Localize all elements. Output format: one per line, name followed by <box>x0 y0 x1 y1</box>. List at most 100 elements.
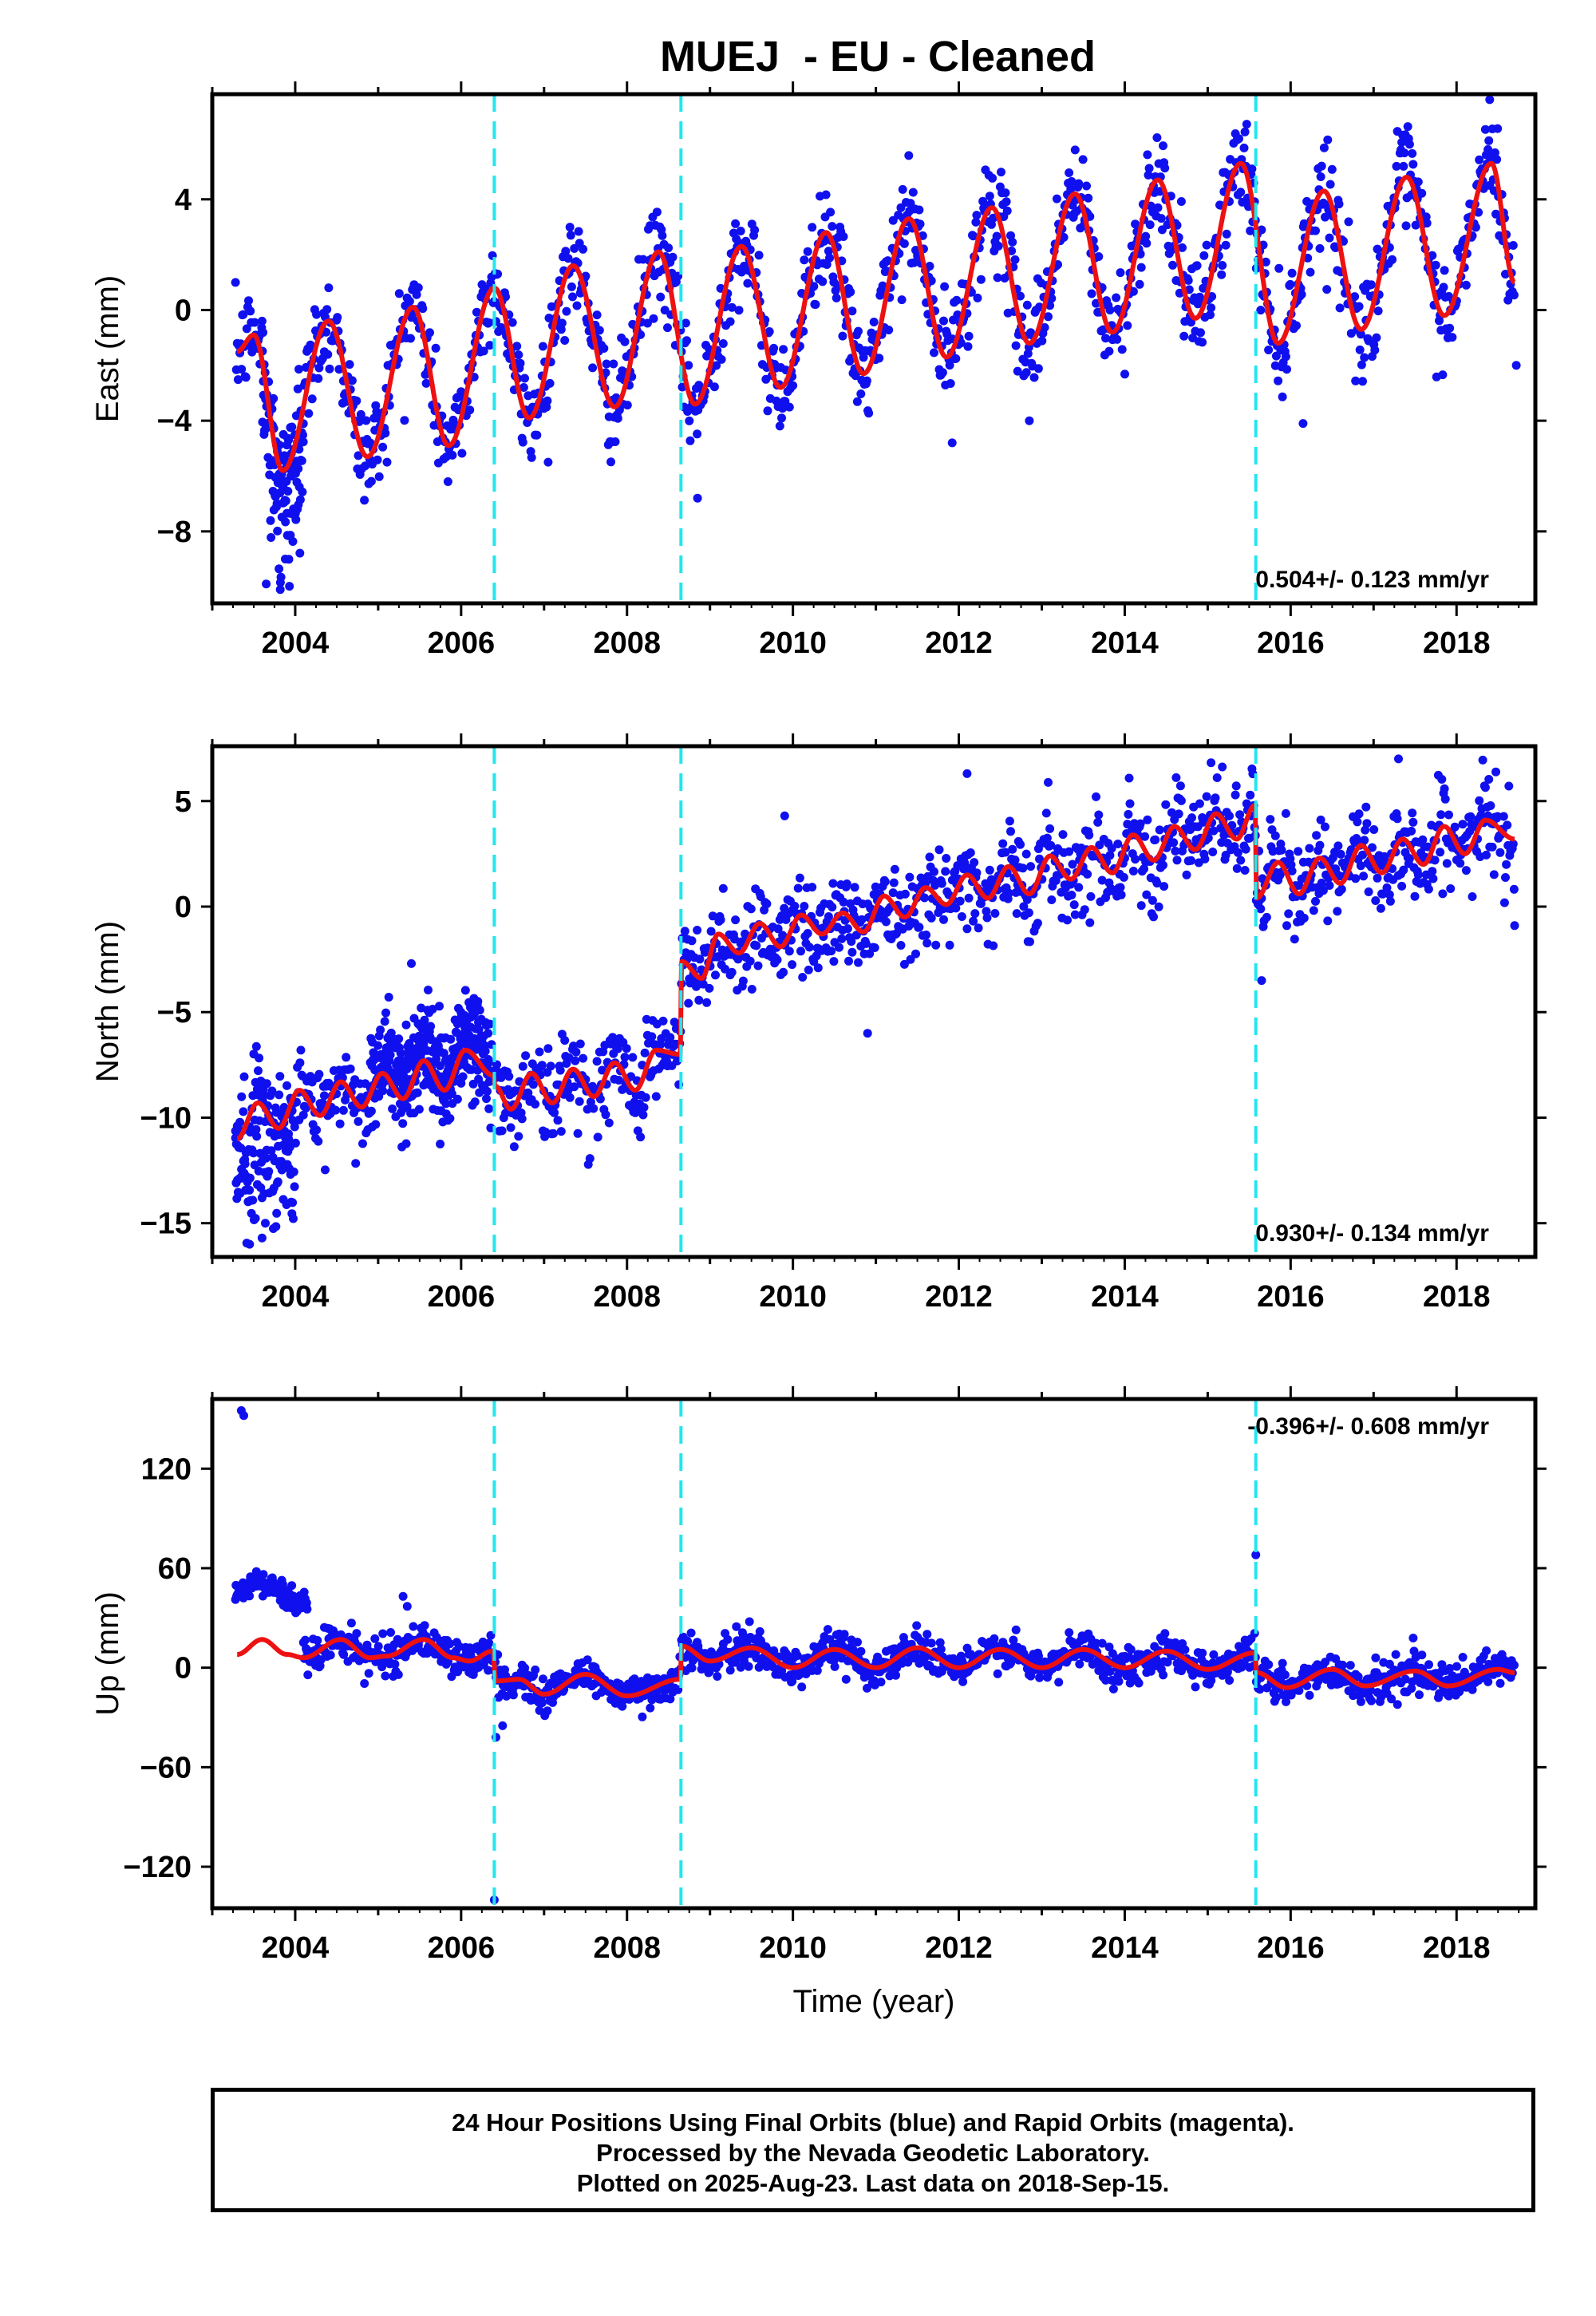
east-point-866 <box>985 192 994 201</box>
east-point-431 <box>606 457 615 467</box>
north-point-1256 <box>1325 881 1334 890</box>
north-point-659 <box>804 943 814 952</box>
north-point-646 <box>793 883 803 893</box>
east-point-497 <box>664 243 674 253</box>
east-point-627 <box>777 413 786 423</box>
east-point-1024 <box>1123 321 1132 330</box>
north-point-1266 <box>1333 841 1343 851</box>
east-point-61 <box>284 435 294 445</box>
north-point-1077 <box>1169 838 1179 848</box>
north-point-384 <box>565 1093 575 1102</box>
up-point-139 <box>420 1621 429 1630</box>
east-point-596 <box>750 225 760 235</box>
east-ylabel: East (mm) <box>90 275 125 422</box>
north-point-1160 <box>1241 844 1250 854</box>
north-point-1510 <box>385 1050 395 1060</box>
up-point-1231 <box>1371 1653 1381 1662</box>
east-point-937 <box>1047 294 1057 303</box>
east-ytick-label-3: 4 <box>175 184 192 217</box>
north-point-81 <box>302 1103 310 1113</box>
north-point-911 <box>1024 908 1033 918</box>
east-point-560 <box>718 339 728 348</box>
north-point-848 <box>970 858 979 868</box>
north-frame <box>210 744 1538 1259</box>
north-point-708 <box>847 947 857 957</box>
north-point-1016 <box>1116 883 1125 892</box>
east-point-1089 <box>1179 331 1189 341</box>
north-point-1153 <box>1235 810 1245 820</box>
east-point-340 <box>527 453 536 462</box>
east-point-1529 <box>287 422 297 432</box>
north-point-908 <box>1021 849 1031 859</box>
east-point-1031 <box>1128 287 1138 296</box>
north-point-1797 <box>288 1198 298 1207</box>
east-point-814 <box>940 282 950 291</box>
north-point-1053 <box>1148 895 1157 905</box>
north-point-1238 <box>1309 906 1318 915</box>
north-point-374 <box>556 1127 566 1136</box>
up-point-640 <box>856 1646 866 1656</box>
north-point-1667 <box>464 1022 473 1031</box>
east-point-785 <box>915 205 924 215</box>
north-point-897 <box>1012 909 1021 919</box>
north-point-849 <box>970 909 980 919</box>
east-point-886 <box>1002 206 1012 215</box>
east-point-1346 <box>1403 122 1412 132</box>
north-point-610 <box>762 899 772 908</box>
north-point-1184 <box>1262 912 1271 922</box>
east-point-1294 <box>1358 377 1367 386</box>
east-point-394 <box>574 227 583 236</box>
east-point-1045 <box>1141 231 1151 241</box>
east-point-1344 <box>1401 221 1411 231</box>
up-point-1390 <box>1510 1661 1519 1670</box>
north-point-1040 <box>1136 901 1146 911</box>
east-point-1550 <box>298 487 307 496</box>
up-point-636 <box>853 1638 862 1647</box>
north-point-1220 <box>1294 847 1303 856</box>
north-point-975 <box>1080 905 1089 915</box>
east-point-1033 <box>1131 219 1140 229</box>
east-point-134 <box>347 376 357 385</box>
east-point-1342 <box>1400 148 1409 158</box>
north-point-1056 <box>1151 835 1160 844</box>
north-point-799 <box>926 913 936 923</box>
north-point-1406 <box>1456 859 1465 868</box>
east-point-869 <box>988 173 998 183</box>
east-point-148 <box>360 496 369 505</box>
east-point-1250 <box>1319 143 1329 152</box>
north-point-306 <box>497 1126 507 1136</box>
east-point-165 <box>374 472 384 481</box>
east-point-802 <box>930 348 938 358</box>
east-point-244 <box>443 477 452 486</box>
north-point-1540 <box>401 1100 410 1109</box>
east-point-387 <box>568 292 577 302</box>
north-point-889 <box>1005 816 1014 826</box>
east-point-1467 <box>1508 241 1518 250</box>
up-point-55 <box>346 1618 356 1628</box>
north-point-815 <box>941 867 950 876</box>
north-point-1622 <box>441 1099 451 1109</box>
north-data-points <box>231 754 1519 1249</box>
east-point-1240 <box>1311 226 1320 235</box>
east-point-423 <box>599 344 609 353</box>
north-point-648 <box>795 873 804 883</box>
east-point-200 <box>405 297 414 306</box>
east-point-141 <box>354 451 363 460</box>
east-point-847 <box>969 231 978 241</box>
north-point-465 <box>636 1132 646 1142</box>
north-point-1773 <box>272 1208 282 1218</box>
north-point-1630 <box>445 1114 455 1123</box>
north-point-1127 <box>1212 773 1222 782</box>
east-point-570 <box>727 302 737 312</box>
north-point-370 <box>553 1116 563 1125</box>
east-point-259 <box>456 387 466 397</box>
east-point-1557 <box>947 438 957 448</box>
east-point-678 <box>821 190 831 200</box>
north-point-1066 <box>1159 882 1169 891</box>
north-ytick-label-0: −15 <box>140 1207 192 1241</box>
east-point-1046 <box>1142 239 1152 248</box>
east-point-22 <box>250 318 259 327</box>
east-point-1177 <box>1256 306 1266 315</box>
up-point-704 <box>912 1621 922 1630</box>
east-point-750 <box>884 326 894 334</box>
